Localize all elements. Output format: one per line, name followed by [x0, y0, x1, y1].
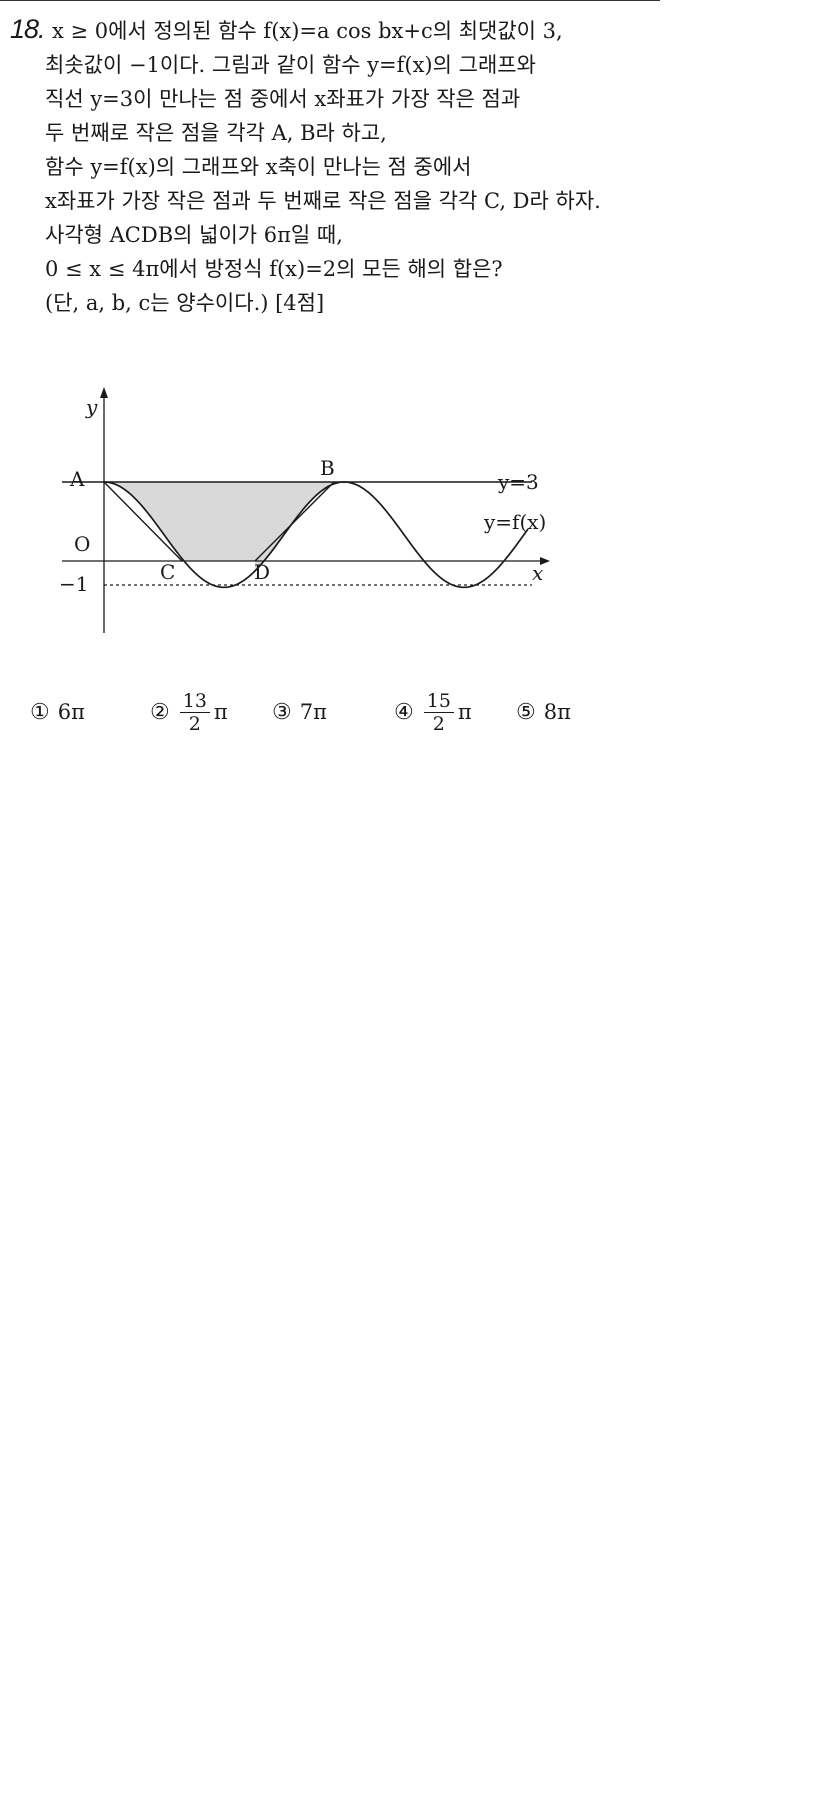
shaded-region	[104, 482, 344, 571]
choice-4-denominator: 2	[432, 712, 445, 735]
origin-label: O	[74, 532, 90, 556]
problem-line-1: x ≥ 0에서 정의된 함수 f(x)=a cos bx+c의 최댓값이 3,	[52, 19, 563, 43]
curve-label: y=f(x)	[483, 510, 546, 534]
choice-2-denominator: 2	[188, 712, 201, 735]
problem-line-9: (단, a, b, c는 양수이다.) [4점]	[45, 291, 325, 315]
x-axis-label: x	[532, 561, 543, 585]
choice-1-number: ①	[30, 699, 50, 725]
problem-line-8: 0 ≤ x ≤ 4π에서 방정식 f(x)=2의 모든 해의 합은?	[45, 257, 503, 281]
y-axis-label: y	[85, 395, 98, 419]
line-label: y=3	[497, 470, 539, 494]
cosine-curve	[103, 481, 529, 589]
problem-line-7: 사각형 ACDB의 넓이가 6π일 때,	[45, 223, 343, 247]
choice-1[interactable]: ① 6π	[30, 682, 85, 742]
problem-18: 18. x ≥ 0에서 정의된 함수 f(x)=a cos bx+c의 최댓값이…	[10, 14, 810, 320]
point-c-label: C	[160, 560, 175, 584]
problem-number: 18.	[10, 14, 46, 44]
choice-2-number: ②	[150, 699, 170, 725]
choice-4[interactable]: ④ 15 2 π	[394, 682, 472, 742]
graph-svg: y A B O −1 C D x y=3 y=f(x)	[59, 387, 550, 633]
choice-3-number: ③	[272, 699, 292, 725]
choice-2-numerator: 13	[179, 690, 210, 713]
x-axis-arrow	[540, 557, 550, 565]
cosine-graph-figure: y A B O −1 C D x y=3 y=f(x)	[56, 383, 616, 645]
y-axis-arrow	[100, 387, 108, 398]
choice-4-fraction: 15 2	[423, 690, 454, 735]
choice-1-text: 6π	[57, 700, 85, 724]
point-a-label: A	[69, 467, 85, 491]
problem-line-4: 두 번째로 작은 점을 각각 A, B라 하고,	[45, 121, 387, 145]
choice-5-number: ⑤	[516, 699, 536, 725]
choice-4-suffix: π	[457, 700, 472, 724]
problem-line-5: 함수 y=f(x)의 그래프와 x축이 만나는 점 중에서	[45, 155, 472, 179]
point-d-label: D	[254, 560, 270, 584]
choice-2[interactable]: ② 13 2 π	[150, 682, 228, 742]
top-rule	[0, 0, 660, 1]
problem-line-3: 직선 y=3이 만나는 점 중에서 x좌표가 가장 작은 점과	[45, 87, 521, 111]
problem-header: 18. x ≥ 0에서 정의된 함수 f(x)=a cos bx+c의 최댓값이…	[10, 14, 810, 48]
point-b-label: B	[320, 456, 335, 480]
choice-2-fraction: 13 2	[179, 690, 210, 735]
choice-4-number: ④	[394, 699, 414, 725]
segment-ac	[103, 481, 183, 562]
problem-line-6: x좌표가 가장 작은 점과 두 번째로 작은 점을 각각 C, D라 하자.	[45, 189, 601, 213]
choice-3-text: 7π	[299, 700, 327, 724]
answer-choices: ① 6π ② 13 2 π ③ 7π ④ 15 2 π ⑤ 8π	[30, 682, 630, 742]
choice-2-suffix: π	[213, 700, 228, 724]
choice-4-numerator: 15	[423, 690, 454, 713]
choice-5[interactable]: ⑤ 8π	[516, 682, 571, 742]
problem-line-2: 최솟값이 −1이다. 그림과 같이 함수 y=f(x)의 그래프와	[45, 53, 536, 77]
choice-5-text: 8π	[543, 700, 571, 724]
choice-3[interactable]: ③ 7π	[272, 682, 327, 742]
minus-one-label: −1	[59, 572, 88, 596]
